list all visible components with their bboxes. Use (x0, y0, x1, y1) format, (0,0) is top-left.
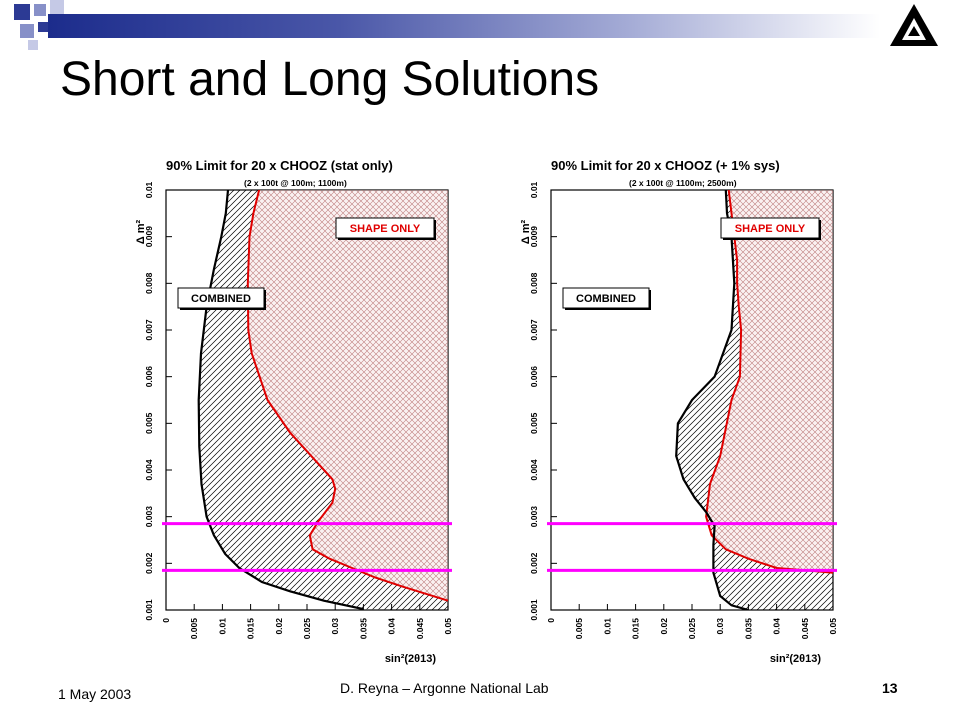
y-tick-label: 0.007 (529, 319, 539, 341)
y-axis-label: Δ m² (135, 219, 147, 244)
shape-only-region (706, 190, 833, 610)
shape-only-label: SHAPE ONLY (735, 223, 806, 235)
combined-label-box (562, 287, 650, 309)
y-tick-label: 0.003 (144, 506, 154, 528)
x-axis-label: sin²(2θ13) (385, 653, 437, 665)
plot-area (197, 190, 448, 610)
slide-title: Short and Long Solutions (60, 53, 600, 106)
x-tick-label: 0 (546, 618, 556, 623)
y-tick-label: 0.01 (529, 181, 539, 198)
combined-curve (197, 190, 364, 610)
x-tick-label: 0.05 (828, 618, 838, 635)
plot-area (675, 190, 833, 610)
combined-label: COMBINED (576, 293, 636, 305)
y-tick-label: 0.007 (144, 319, 154, 341)
shape-only-tint (247, 190, 448, 610)
y-tick-label: 0.004 (529, 459, 539, 481)
x-tick-label: 0.05 (443, 618, 453, 635)
header-square (38, 22, 48, 32)
header-square (20, 24, 34, 38)
x-tick-label: 0.035 (743, 618, 753, 640)
y-tick-label: 0.006 (144, 366, 154, 388)
combined-label: COMBINED (191, 293, 251, 305)
x-tick-label: 0.03 (330, 618, 340, 635)
y-tick-label: 0.003 (529, 506, 539, 528)
chart-stat-only: 0 0.005 0.01 0.015 0.02 0.025 0.03 0.035 0.04 0.0… (135, 158, 453, 665)
y-tick-label: 0.005 (144, 412, 154, 434)
header-square (14, 4, 30, 20)
x-tick-label: 0.015 (631, 618, 641, 640)
combined-region (198, 190, 448, 610)
shape-only-curve (705, 190, 833, 574)
y-tick-label: 0.001 (144, 599, 154, 621)
x-tick-label: 0.01 (602, 618, 612, 635)
x-axis-label: sin²(2θ13) (770, 653, 822, 665)
chart-plus-1pct-sys: 0 0.005 0.01 0.015 0.02 0.025 0.03 0.035 0.04 0.0… (520, 158, 838, 665)
header-square (28, 40, 38, 50)
x-tick-label: 0.01 (217, 618, 227, 635)
header-gradient-band (48, 14, 880, 38)
y-tick-label: 0.009 (144, 226, 154, 248)
page-number: 13 (882, 680, 898, 696)
y-tick-label: 0.002 (529, 552, 539, 574)
x-tick-label: 0.02 (659, 618, 669, 635)
x-tick-label: 0 (161, 618, 171, 623)
x-tick-label: 0.04 (387, 618, 397, 635)
x-tick-label: 0.045 (415, 618, 425, 640)
chart-title: 90% Limit for 20 x CHOOZ (stat only) (166, 158, 393, 173)
footer-date: 1 May 2003 (58, 686, 132, 702)
footer-center: D. Reyna – Argonne National Lab (340, 680, 549, 696)
x-tick-label: 0.03 (715, 618, 725, 635)
y-tick-label: 0.001 (529, 599, 539, 621)
x-tick-label: 0.025 (302, 618, 312, 640)
x-tick-label: 0.025 (687, 618, 697, 640)
y-tick-label: 0.005 (529, 412, 539, 434)
header-square (34, 4, 46, 16)
y-tick-label: 0.006 (529, 366, 539, 388)
shape-only-tint (706, 190, 833, 610)
x-tick-label: 0.005 (574, 618, 584, 640)
x-tick-label: 0.005 (189, 618, 199, 640)
chart-title: 90% Limit for 20 x CHOOZ (+ 1% sys) (551, 158, 780, 173)
y-tick-label: 0.004 (144, 459, 154, 481)
y-tick-label: 0.002 (144, 552, 154, 574)
header-square (50, 0, 64, 14)
chart-subtitle: (2 x 100t @ 1100m; 2500m) (629, 178, 737, 188)
y-tick-label: 0.008 (144, 272, 154, 294)
y-axis-label: Δ m² (520, 219, 532, 244)
combined-region (676, 190, 833, 610)
x-tick-label: 0.035 (358, 618, 368, 640)
argonne-logo-icon (890, 4, 938, 46)
x-tick-label: 0.04 (772, 618, 782, 635)
shape-only-label: SHAPE ONLY (350, 223, 421, 235)
y-tick-label: 0.009 (529, 226, 539, 248)
shape-only-label-box (720, 217, 820, 239)
shape-only-region (247, 190, 448, 610)
y-tick-label: 0.01 (144, 181, 154, 198)
shape-only-label-box (335, 217, 435, 239)
combined-label-box (177, 287, 265, 309)
y-tick-label: 0.008 (529, 272, 539, 294)
combined-curve (675, 190, 749, 610)
x-tick-label: 0.02 (274, 618, 284, 635)
x-tick-label: 0.015 (246, 618, 256, 640)
chart-subtitle: (2 x 100t @ 100m; 1100m) (244, 178, 347, 188)
x-tick-label: 0.045 (800, 618, 810, 640)
